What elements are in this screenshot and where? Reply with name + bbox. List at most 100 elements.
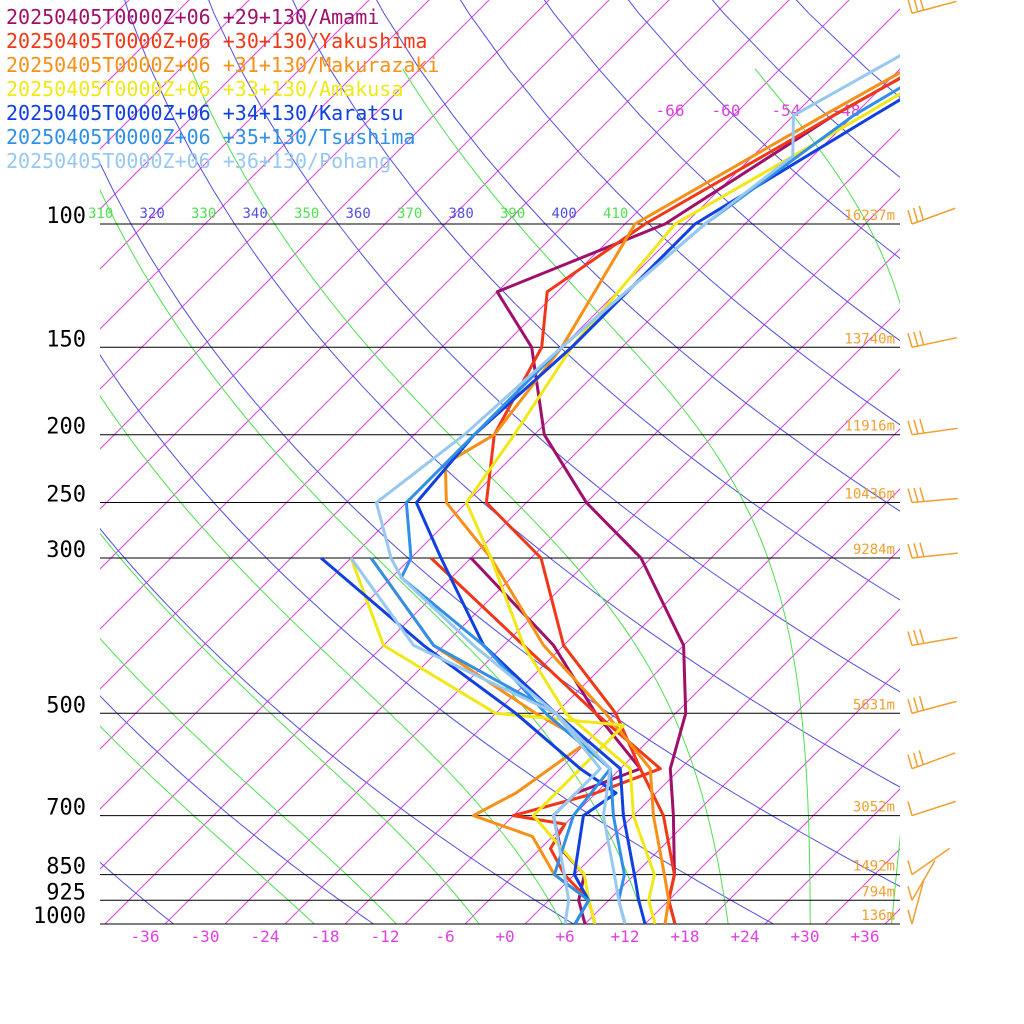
height-label: 10436m [844,487,895,503]
theta-label: 390 [500,206,525,222]
wind-barb [907,800,956,817]
temperature-tick-label: -24 [251,927,280,946]
pressure-label: 850 [46,855,86,880]
dewpoint-profile [369,557,612,924]
theta-label: 310 [88,206,113,222]
theta-label: 410 [603,206,628,222]
dry-adiabat-line [543,0,900,342]
height-label: 3052m [853,800,895,816]
theta-label: 400 [552,206,577,222]
moist-adiabat-line [100,725,316,924]
theta-label: 370 [397,206,422,222]
temperature-tick-label: -30 [191,927,220,946]
height-label: 11916m [844,419,895,435]
temperature-profile [484,76,900,924]
temperature-tick-labels: -36 -30 -24 -18 -12 -6 +0 +6 +12 +18 +24 +30 +36 [131,927,880,946]
moist-adiabat-line [754,68,900,924]
isotherm-label: -66 [656,101,685,120]
wind-barb [907,860,936,901]
isotherm-line [824,848,900,924]
theta-label: 350 [294,206,319,222]
pressure-label: 925 [46,880,86,905]
height-label: 794m [861,884,895,900]
isotherm-line [644,668,900,924]
isotherm-line [100,0,370,270]
legend: 20250405T0000Z+06 +29+130/Amami20250405T… [6,5,439,173]
dry-adiabat-line [208,0,900,693]
theta-label: 380 [449,206,474,222]
isotherm-line [100,0,550,450]
isotherm-line [464,488,900,924]
isotherm-line [404,428,900,924]
isotherm-line [104,128,900,924]
wind-barb [907,695,957,715]
isobar-lines [100,223,900,925]
dry-adiabat-line [100,162,900,887]
legend-entry: 20250405T0000Z+06 +30+130/Yakushima [6,29,427,53]
isotherm-line [100,0,790,690]
temperature-tick-label: -12 [371,927,400,946]
isotherm-line [100,0,190,90]
temperature-tick-label: -6 [435,927,454,946]
moist-adiabat-line [190,68,729,924]
legend-entry: 20250405T0000Z+06 +34+130/Karatsu [6,101,403,125]
temperature-profile [374,54,900,924]
temperature-tick-label: +18 [671,927,700,946]
theta-label: 360 [346,206,371,222]
temperature-tick-label: +6 [555,927,574,946]
height-labels: 16237m 13740m 11916m 10436m 9284m 5631m 3052m 1… [844,208,895,924]
wind-barb [907,0,957,15]
temperature-profile [414,98,900,924]
isotherm-line [100,0,670,570]
moist-adiabat-line [100,637,398,924]
temperature-tick-label: +12 [611,927,640,946]
isotherm-label: -54 [772,101,801,120]
dry-adiabat-line [711,0,900,178]
isotherm-line [100,0,430,330]
dry-adiabat-line [376,0,900,512]
height-label: 13740m [844,331,895,347]
legend-entry: 20250405T0000Z+06 +31+130/Makurazaki [6,53,439,77]
legend-entry: 20250405T0000Z+06 +35+130/Tsushima [6,125,415,149]
wind-barb [907,879,925,925]
moist-adiabat-line [402,68,811,924]
theta-label: 340 [243,206,268,222]
isotherm-line [704,728,900,924]
wind-barbs [907,0,958,925]
theta-labels: 310 320 330 340 350 360 370 380 390 400 410 [88,206,628,222]
temperature-tick-label: +36 [851,927,880,946]
isotherm-line [884,908,900,924]
dewpoint-profile [320,556,618,924]
wind-barb [907,418,958,436]
isotherm-line [100,68,900,870]
pressure-label: 1000 [33,904,86,929]
height-label: 16237m [844,208,895,224]
isotherm-line [284,308,900,924]
isotherm-line [100,0,850,750]
temperature-profile [464,92,900,924]
pressure-label: 100 [46,204,86,229]
dry-adiabat-line [100,354,775,924]
pressure-label: 300 [46,538,86,563]
dewpoint-profile [429,556,662,924]
height-label: 5631m [853,697,895,713]
isotherm-line [164,188,900,924]
temperature-tick-label: +30 [791,927,820,946]
wind-barb [907,330,958,348]
isotherm-lines [100,0,900,924]
height-label: 1492m [853,859,895,875]
dewpoint-profile [349,557,602,924]
temperature-tick-label: -18 [311,927,340,946]
moist-adiabat-line [100,532,480,924]
moist-adiabat-line [100,395,563,924]
wind-barb [907,629,958,647]
isotherm-label: -60 [712,101,741,120]
theta-label: 320 [140,206,165,222]
temperature-profile [399,86,900,924]
isotherm-line [100,0,610,510]
wind-barb [907,205,956,225]
wind-barb [907,750,956,770]
wind-barb [907,487,958,504]
dry-adiabat-lines [100,0,900,924]
